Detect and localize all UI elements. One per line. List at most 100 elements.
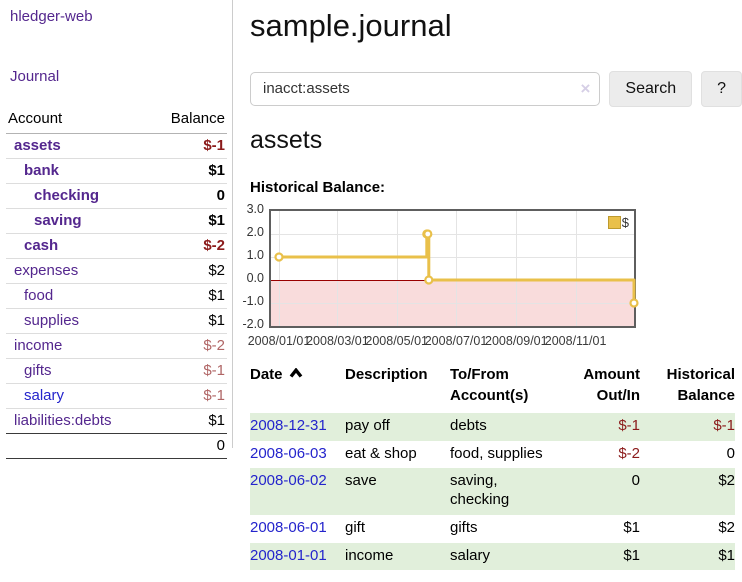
register-header-amount: Amount Out/In [583, 366, 640, 404]
account-row: salary $-1 [6, 383, 227, 409]
account-balance: $1 [148, 283, 227, 309]
register-header-date[interactable]: Date [250, 365, 345, 413]
account-balance: $-1 [148, 358, 227, 384]
account-link-salary[interactable]: salary [24, 387, 65, 404]
search-box: × [250, 71, 601, 106]
chart-x-tick-label: 2008/05/01 [365, 334, 428, 349]
register-header-row: Date Description To/From Account(s) Amou… [250, 365, 735, 413]
accounts-header-balance: Balance [148, 106, 227, 134]
chart-data-point [629, 298, 639, 308]
account-balance: $-1 [148, 133, 227, 159]
account-link-gifts[interactable]: gifts [24, 362, 52, 379]
account-heading: assets [250, 125, 323, 154]
clear-search-icon[interactable]: × [580, 78, 591, 98]
transaction-date-link[interactable]: 2008-12-31 [250, 416, 327, 434]
transaction-accounts: debts [450, 416, 487, 434]
transaction-balance: 0 [726, 444, 735, 462]
chart-data-point [274, 252, 284, 262]
chart-vertical-gridline [516, 211, 518, 327]
transaction-description: gift [345, 518, 366, 536]
account-link-assets[interactable]: assets [14, 137, 61, 154]
transaction-amount: 0 [631, 472, 640, 490]
account-row: cash $-2 [6, 233, 227, 259]
search-input[interactable] [250, 71, 601, 106]
transaction-description: pay off [345, 416, 390, 434]
account-link-cash[interactable]: cash [24, 237, 59, 254]
app-title-link[interactable]: hledger-web [10, 8, 93, 25]
transaction-amount: $1 [623, 518, 640, 536]
account-link-liabilities-debts[interactable]: liabilities:debts [14, 412, 112, 429]
transaction-amount: $-2 [618, 444, 640, 462]
chart-y-tick-label: -2.0 [242, 317, 264, 332]
account-balance: $-1 [148, 383, 227, 409]
chart-y-tick-label: 0.0 [246, 271, 264, 286]
transaction-balance: $1 [718, 546, 735, 564]
transaction-accounts: salary [450, 546, 491, 564]
account-link-bank[interactable]: bank [24, 162, 60, 179]
search-button[interactable]: Search [609, 70, 693, 107]
account-row: assets $-1 [6, 133, 227, 159]
register-table-body: 2008-12-31 pay off debts $-1 $-1 2008-06-03 ea… [250, 412, 735, 571]
transaction-accounts: gifts [450, 518, 478, 536]
account-link-expenses[interactable]: expenses [14, 262, 79, 279]
account-balance: $2 [148, 258, 227, 284]
chart-y-tick-label: 3.0 [246, 202, 264, 217]
chart-x-tick-label: 2008/01/01 [247, 334, 311, 349]
transaction-balance: $2 [718, 472, 735, 490]
chart-plot: $ [269, 209, 639, 329]
chart-vertical-gridline [337, 211, 339, 327]
main-content: sample.journal × Search ? assets Histori… [242, 0, 742, 571]
chart-series [274, 229, 639, 308]
account-balance: $-2 [148, 333, 227, 359]
account-link-saving[interactable]: saving [34, 212, 82, 229]
account-link-income[interactable]: income [14, 337, 63, 354]
chart-title: Historical Balance: [250, 179, 386, 197]
accounts-table-header: Account Balance [6, 106, 227, 134]
register-header-accounts: To/From Account(s) [450, 366, 529, 404]
chart-horizontal-gridline [271, 257, 634, 259]
transaction-amount: $1 [623, 546, 640, 564]
register-row: 2008-12-31 pay off debts $-1 $-1 [250, 412, 735, 441]
legend-label: $ [621, 215, 629, 231]
register-header-balance: Historical Balance [666, 366, 735, 404]
sidebar: hledger-web Journal Account Balance asse… [0, 0, 233, 459]
transaction-description: save [345, 472, 377, 490]
accounts-total-balance: 0 [148, 433, 227, 459]
chart-vertical-gridline [575, 211, 577, 327]
account-row: supplies $1 [6, 308, 227, 334]
account-row: income $-2 [6, 333, 227, 359]
transaction-date-link[interactable]: 2008-06-01 [250, 518, 327, 536]
transaction-amount: $-1 [618, 416, 640, 434]
account-link-checking[interactable]: checking [34, 187, 100, 204]
search-form: × Search ? [250, 70, 742, 107]
legend-swatch-icon [607, 216, 621, 230]
chart-x-tick-label: 2008/03/01 [306, 334, 369, 349]
accounts-table-body: assets $-1 bank $1 checking 0 saving $1 cash $-2 e… [6, 133, 227, 434]
help-button[interactable]: ? [701, 70, 742, 107]
register-header-description: Description [345, 366, 428, 384]
transaction-accounts: saving, checking [450, 472, 510, 509]
account-balance: $1 [148, 408, 227, 434]
account-row: liabilities:debts $1 [6, 408, 227, 434]
chart-y-tick-label: 1.0 [246, 248, 264, 263]
chart-horizontal-gridline [271, 303, 634, 305]
register-row: 2008-06-03 eat & shop food, supplies $-2 0 [250, 441, 735, 469]
chart-vertical-gridline [456, 211, 457, 327]
sidebar-item-journal[interactable]: Journal [10, 68, 60, 85]
chart-y-tick-label: 2.0 [246, 225, 264, 240]
sort-ascending-icon [289, 367, 302, 378]
account-link-supplies[interactable]: supplies [24, 312, 80, 329]
account-row: food $1 [6, 283, 227, 309]
chart-vertical-gridline [279, 211, 280, 327]
account-row: checking 0 [6, 183, 227, 209]
chart-data-point [424, 275, 434, 285]
transaction-description: eat & shop [345, 444, 417, 462]
chart-x-tick-label: 2008/07/01 [424, 334, 488, 349]
transaction-date-link[interactable]: 2008-06-03 [250, 444, 327, 462]
account-balance: $1 [148, 208, 227, 234]
transaction-date-link[interactable]: 2008-01-01 [250, 546, 327, 564]
account-link-food[interactable]: food [24, 287, 54, 304]
register-row: 2008-06-01 gift gifts $1 $2 [250, 515, 735, 543]
transaction-date-link[interactable]: 2008-06-02 [250, 472, 327, 490]
register-row: 2008-01-01 income salary $1 $1 [250, 542, 735, 571]
